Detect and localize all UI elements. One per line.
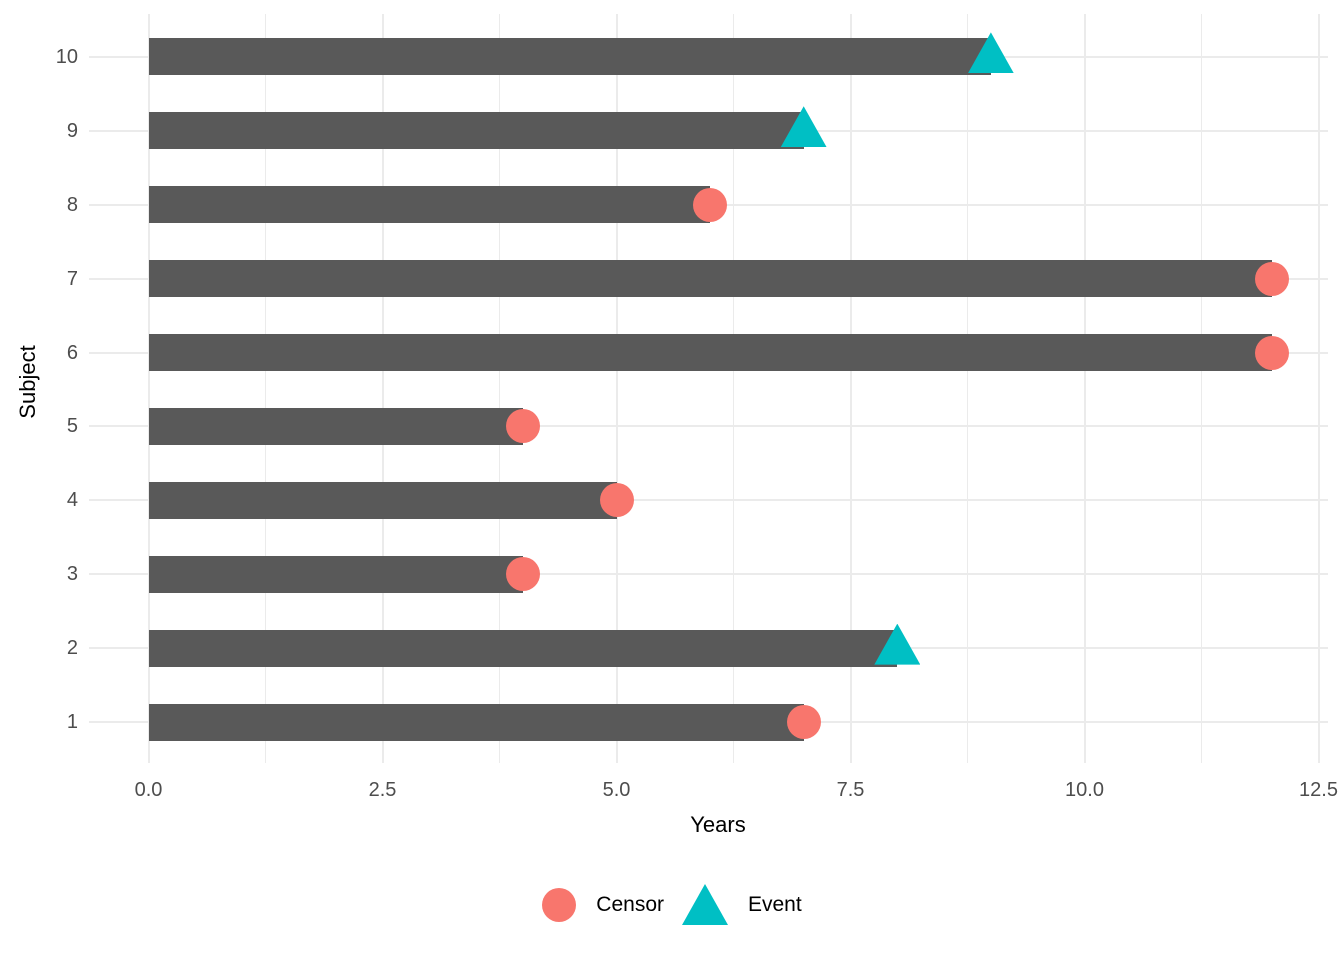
censor-marker-subject-3 bbox=[505, 557, 540, 592]
minor-gridline bbox=[1201, 14, 1202, 763]
legend-item-event: Event bbox=[682, 884, 802, 925]
y-axis-title: Subject bbox=[15, 345, 40, 419]
x-tick-label-12.5: 12.5 bbox=[1299, 779, 1338, 801]
major-gridline bbox=[1083, 14, 1086, 763]
y-tick-label-7: 7 bbox=[66, 267, 78, 290]
major-gridline bbox=[381, 14, 384, 763]
bar-subject-9 bbox=[148, 112, 804, 150]
bar-subject-1 bbox=[148, 703, 804, 741]
censor-marker-subject-5 bbox=[505, 409, 540, 444]
major-gridline bbox=[1317, 14, 1320, 763]
event-triangle-icon bbox=[682, 884, 728, 925]
major-gridline bbox=[147, 14, 150, 763]
censor-marker-subject-1 bbox=[786, 705, 821, 739]
y-tick-label-8: 8 bbox=[66, 193, 78, 216]
bar-subject-5 bbox=[148, 407, 523, 445]
y-tick-label-2: 2 bbox=[66, 637, 78, 660]
minor-gridline bbox=[733, 14, 734, 763]
x-axis-title: Years bbox=[690, 812, 746, 837]
minor-gridline bbox=[265, 14, 266, 763]
y-tick-label-4: 4 bbox=[66, 489, 78, 512]
bar-subject-6 bbox=[148, 334, 1272, 371]
x-tick-label-0.0: 0.0 bbox=[134, 779, 163, 801]
legend-label-event: Event bbox=[748, 892, 802, 916]
censor-marker-subject-6 bbox=[1254, 335, 1289, 370]
row-gridline bbox=[89, 425, 1328, 428]
bar-subject-10 bbox=[148, 38, 991, 76]
bar-subject-2 bbox=[148, 629, 898, 667]
censor-marker-subject-8 bbox=[693, 187, 728, 222]
x-tick-label-2.5: 2.5 bbox=[368, 779, 397, 801]
row-gridline bbox=[89, 573, 1328, 576]
y-tick-label-3: 3 bbox=[66, 563, 78, 586]
bar-subject-8 bbox=[148, 186, 711, 224]
legend: Censor Event bbox=[0, 884, 1344, 925]
bar-subject-7 bbox=[148, 260, 1272, 298]
y-tick-label-9: 9 bbox=[66, 119, 78, 142]
bar-subject-4 bbox=[148, 481, 617, 519]
legend-label-censor: Censor bbox=[596, 892, 664, 916]
row-gridline bbox=[89, 499, 1328, 502]
minor-gridline bbox=[967, 14, 968, 763]
x-tick-label-7.5: 7.5 bbox=[836, 779, 865, 801]
y-tick-label-6: 6 bbox=[66, 341, 78, 364]
y-tick-label-1: 1 bbox=[66, 711, 78, 733]
major-gridline bbox=[615, 14, 618, 763]
minor-gridline bbox=[499, 14, 500, 763]
bar-subject-3 bbox=[148, 555, 523, 593]
censor-circle-icon bbox=[542, 887, 577, 922]
x-tick-label-10.0: 10.0 bbox=[1065, 779, 1104, 801]
censor-marker-subject-4 bbox=[599, 483, 634, 518]
legend-item-censor: Censor bbox=[542, 887, 664, 922]
x-tick-label-5.0: 5.0 bbox=[602, 779, 631, 801]
major-gridline bbox=[849, 14, 852, 763]
y-tick-label-10: 10 bbox=[55, 45, 78, 68]
y-tick-label-5: 5 bbox=[66, 415, 78, 438]
censor-marker-subject-7 bbox=[1254, 261, 1289, 296]
